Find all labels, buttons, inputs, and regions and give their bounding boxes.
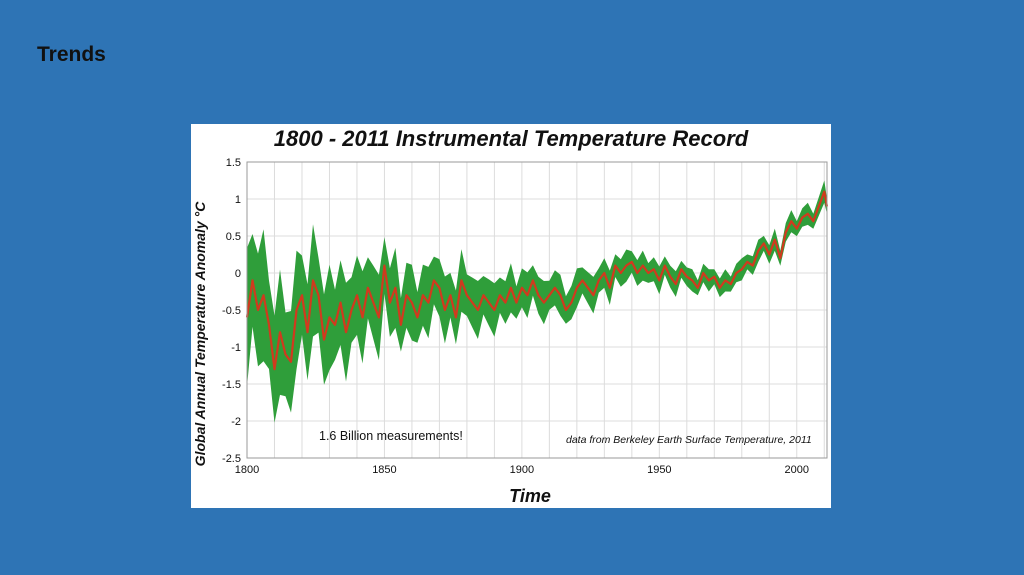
y-tick-label: -2.5 [222, 453, 241, 465]
x-axis-label: Time [509, 486, 551, 506]
x-tick-label: 1950 [647, 464, 671, 476]
y-tick-label: -2 [231, 416, 241, 428]
y-tick-label: 1.5 [226, 157, 241, 169]
plot-frame [246, 161, 828, 459]
x-tick-label: 1800 [235, 464, 259, 476]
y-tick-label: -1.5 [222, 379, 241, 391]
x-tick-label: 1900 [510, 464, 534, 476]
y-tick-label: 0 [235, 268, 241, 280]
uncertainty-band [247, 180, 827, 423]
y-tick-label: 1 [235, 194, 241, 206]
y-axis-label: Global Annual Temperature Anomaly °C [192, 201, 208, 467]
y-tick-label: -1 [231, 342, 241, 354]
annotation-measurements: 1.6 Billion measurements! [319, 429, 463, 443]
chart-figure: 1.5 1 0.5 0 -0.5 -1 -1.5 -2 -2.5 1800 1850 1900 1950… [191, 124, 831, 508]
slide-title: Trends [37, 43, 106, 66]
source-note: data from Berkeley Earth Surface Tempera… [566, 434, 812, 446]
mean-line-layer [245, 190, 829, 371]
y-tick-label: 0.5 [226, 231, 241, 243]
uncertainty-band-layer [247, 180, 827, 423]
x-tick-label: 1850 [372, 464, 396, 476]
y-tick-label: -0.5 [222, 305, 241, 317]
x-tick-label: 2000 [785, 464, 809, 476]
series-line-annual-mean [245, 190, 829, 371]
chart-title: 1800 - 2011 Instrumental Temperature Rec… [274, 126, 749, 151]
